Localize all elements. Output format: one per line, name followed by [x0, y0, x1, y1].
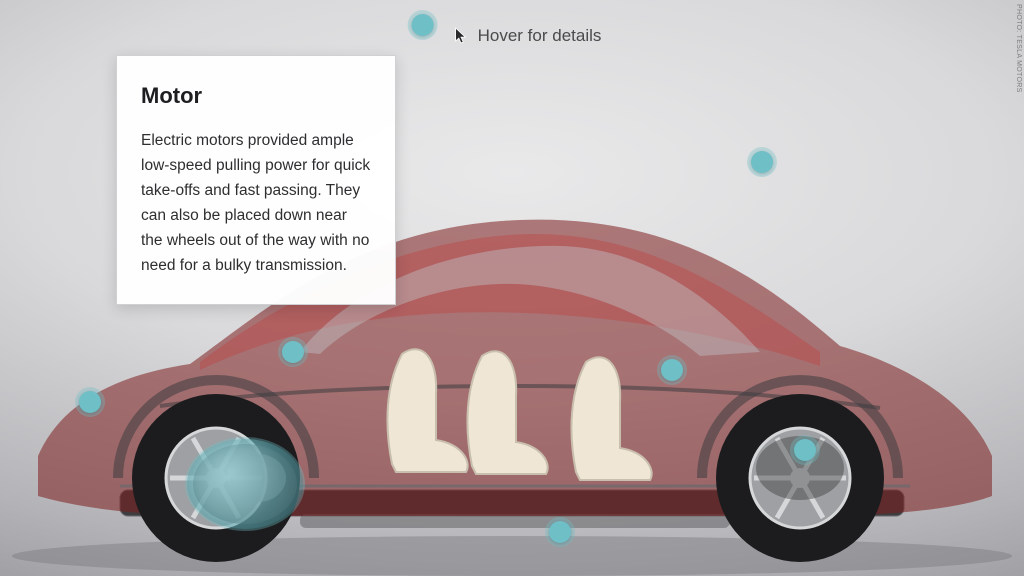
hotspot-rear-motor[interactable]	[794, 439, 816, 461]
hover-hint-label: Hover for details	[478, 26, 602, 46]
hotspot-floor-battery[interactable]	[549, 521, 571, 543]
card-body: Electric motors provided ample low-speed…	[141, 128, 371, 279]
hotspot-front-strut[interactable]	[282, 341, 304, 363]
hotspot-roof-rail[interactable]	[751, 151, 773, 173]
card-title: Motor	[141, 78, 371, 114]
hotspot-rear-seat[interactable]	[661, 359, 683, 381]
hover-hint: Hover for details	[423, 25, 602, 47]
photo-credit: PHOTO: TESLA MOTORS	[1015, 4, 1022, 93]
info-card: Motor Electric motors provided ample low…	[116, 55, 396, 305]
hotspot-front-bumper[interactable]	[79, 391, 101, 413]
stage: PHOTO: TESLA MOTORS Hover for details Mo…	[0, 0, 1024, 576]
motor-highlight	[187, 439, 303, 529]
hint-hotspot-icon	[412, 14, 434, 36]
cursor-icon	[455, 27, 468, 48]
